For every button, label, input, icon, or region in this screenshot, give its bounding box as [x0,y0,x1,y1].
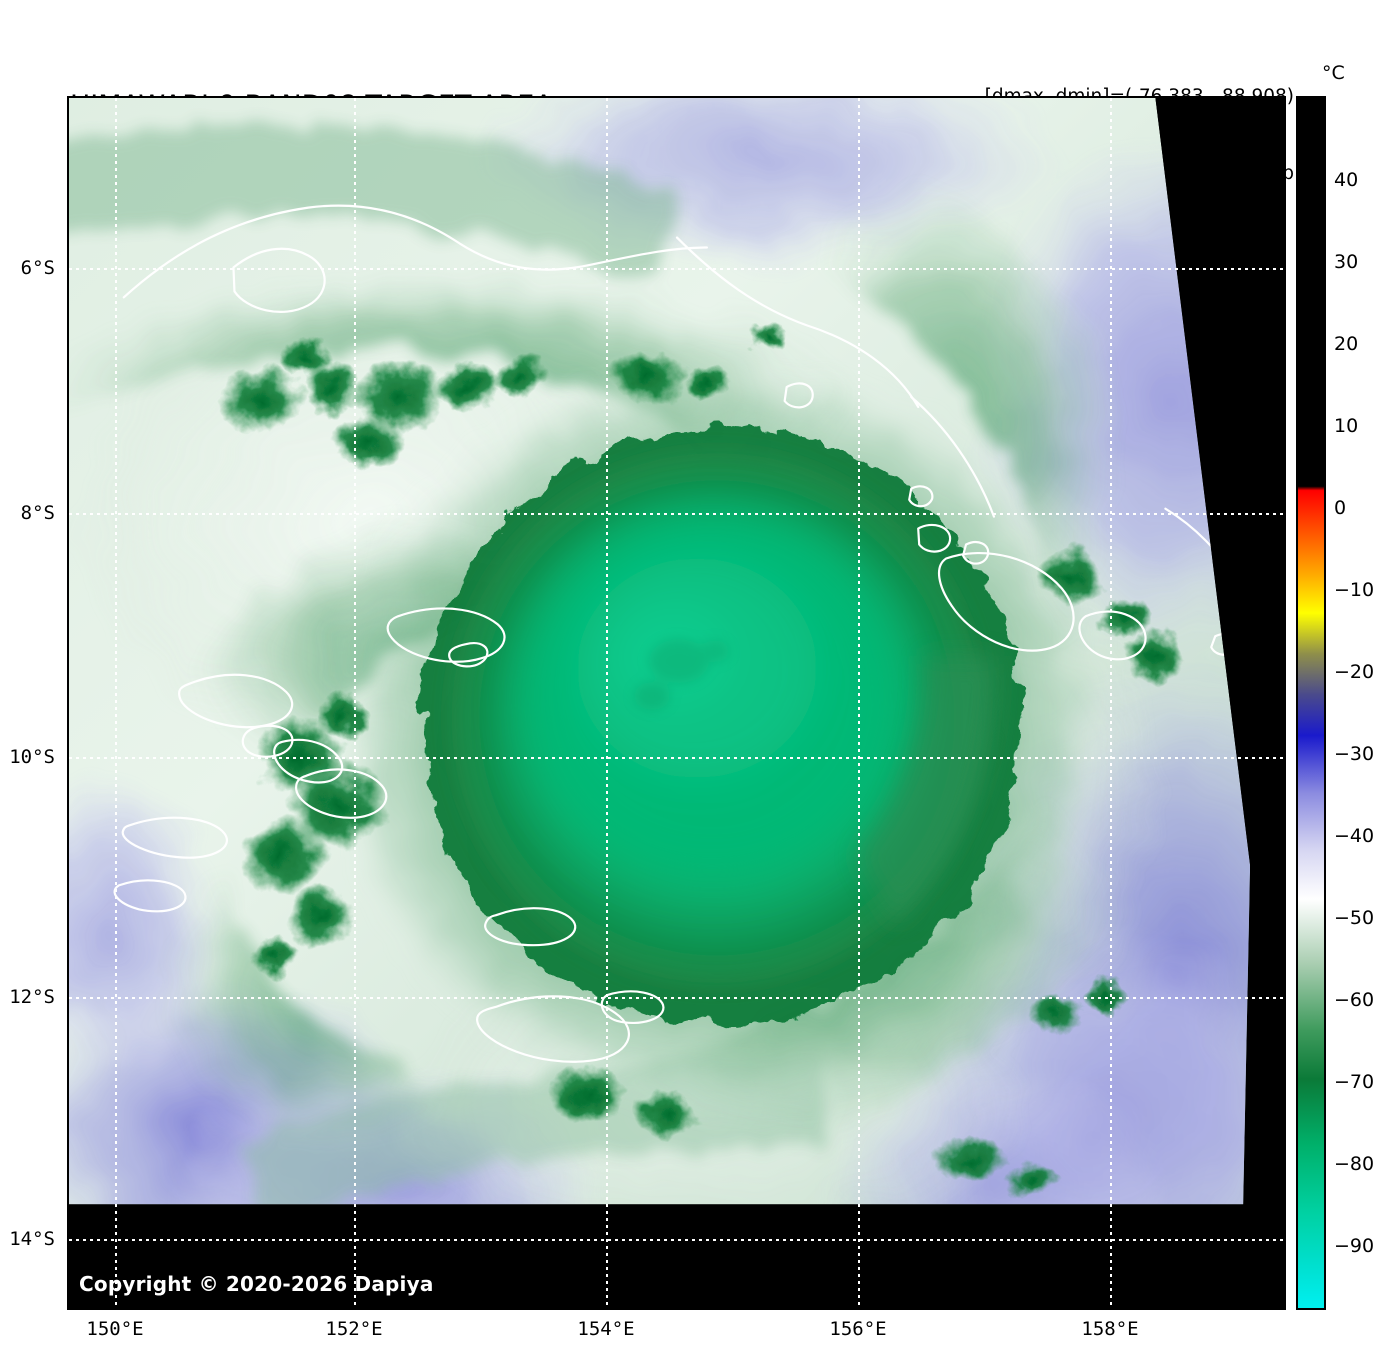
cbtick-m20: −20 [1334,661,1375,683]
ytick-14S: 14°S [9,1228,55,1250]
cbtick-30: 30 [1334,251,1359,273]
cbtick-m60: −60 [1334,989,1375,1011]
cbtick-0: 0 [1334,497,1347,519]
cbtick-m80: −80 [1334,1153,1375,1175]
latitude-axis: 6°S 8°S 10°S 12°S 14°S [0,0,67,1359]
cbtick-m30: −30 [1334,743,1375,765]
temperature-colorbar[interactable] [1296,96,1326,1310]
colorbar-gradient [1298,98,1324,1308]
colorbar-unit-label: °C [1322,62,1345,84]
ytick-12S: 12°S [9,986,55,1008]
cbtick-m70: −70 [1334,1071,1375,1093]
xtick-154E: 154°E [577,1318,635,1340]
ytick-6S: 6°S [20,257,55,279]
ytick-10S: 10°S [9,746,55,768]
xtick-150E: 150°E [86,1318,144,1340]
cbtick-m40: −40 [1334,825,1375,847]
xtick-152E: 152°E [325,1318,383,1340]
cbtick-10: 10 [1334,415,1359,437]
copyright-notice: Copyright © 2020-2026 Dapiya [79,1272,434,1296]
cbtick-20: 20 [1334,333,1359,355]
cbtick-40: 40 [1334,169,1359,191]
cbtick-m90: −90 [1334,1235,1375,1257]
xtick-158E: 158°E [1081,1318,1139,1340]
satellite-imagery-panel[interactable]: Copyright © 2020-2026 Dapiya [67,96,1286,1310]
infrared-cloudtop-heatmap [69,98,1284,1308]
ytick-8S: 8°S [20,502,55,524]
cbtick-m50: −50 [1334,907,1375,929]
xtick-156E: 156°E [829,1318,887,1340]
cbtick-m10: −10 [1334,579,1375,601]
